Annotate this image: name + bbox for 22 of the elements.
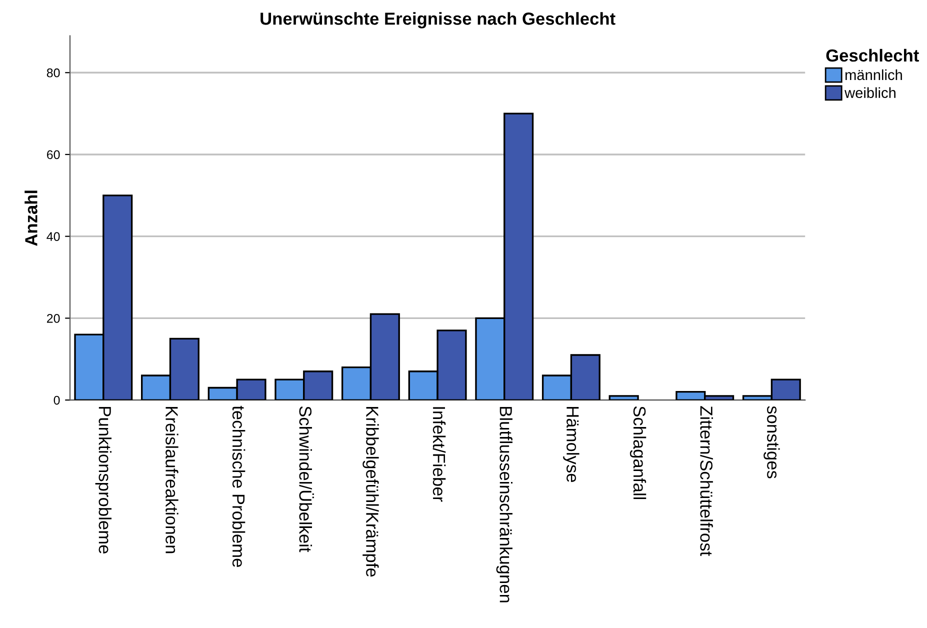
y-tick-label: 80 xyxy=(46,68,60,78)
y-tick-label: 0 xyxy=(54,396,60,405)
x-tick-label: Schwindel/Übelkeit xyxy=(299,406,314,552)
legend-title: Geschlecht xyxy=(826,48,919,62)
x-tick-label: sonstiges xyxy=(764,406,780,478)
x-tick-label: Zittern/Schüttelfrost xyxy=(700,406,713,556)
x-tick-label: Kreislaufreaktionen xyxy=(166,407,178,554)
y-tick-label: 60 xyxy=(47,150,60,160)
y-tick-label: 40 xyxy=(46,232,60,241)
x-tick-label: Schlaganfall xyxy=(630,406,646,500)
legend-label: weiblich xyxy=(844,87,896,98)
y-axis-title: Anzahl xyxy=(24,190,38,246)
chart-title: Unerwünschte Ereignisse nach Geschlecht xyxy=(260,12,616,28)
x-tick-label: technische Probleme xyxy=(232,406,246,567)
x-tick-label: Blutflusseinschränkugnen xyxy=(496,407,512,602)
x-tick-label: Punktionsprobleme xyxy=(95,407,112,554)
x-tick-label: Hämolyse xyxy=(563,407,580,482)
x-tick-label: Infekt/Fieber xyxy=(432,407,446,502)
x-tick-label: Kribbelgefühl/Krämpfe xyxy=(362,407,379,577)
y-tick-label: 20 xyxy=(46,314,60,323)
legend-label: männlich xyxy=(846,69,902,80)
bar xyxy=(608,395,639,400)
